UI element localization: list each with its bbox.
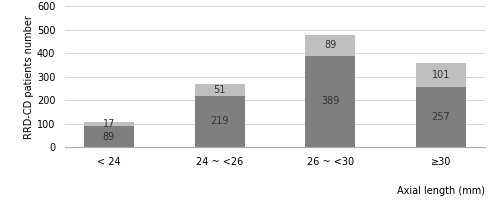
Text: 51: 51 [214,85,226,95]
Bar [306,56,355,147]
Text: 89: 89 [103,131,115,142]
Bar [416,87,466,147]
Text: 257: 257 [432,112,450,122]
Bar [306,35,355,56]
Bar [84,122,134,126]
Bar [195,84,244,96]
Text: 101: 101 [432,70,450,80]
Text: 219: 219 [210,116,229,126]
Text: Axial length (mm): Axial length (mm) [397,186,485,196]
Text: 89: 89 [324,40,336,50]
Text: 389: 389 [321,96,340,106]
Bar [84,126,134,147]
Y-axis label: RRD-CD patients number: RRD-CD patients number [24,15,34,139]
Bar [416,63,466,87]
Bar [195,96,244,147]
Text: 17: 17 [103,119,115,129]
